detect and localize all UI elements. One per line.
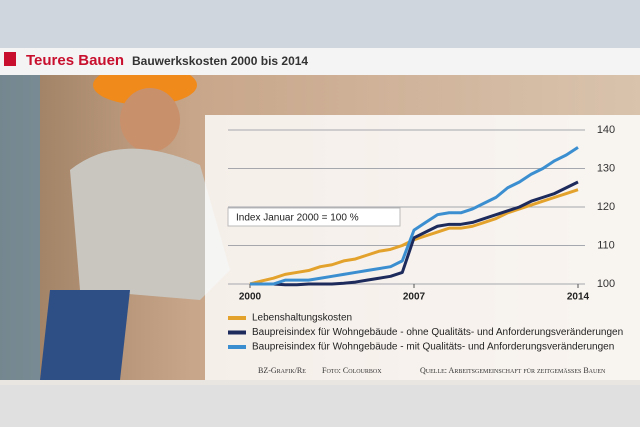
x-tick-label: 2000 xyxy=(239,292,262,303)
legend-label: Baupreisindex für Wohngebäude - mit Qual… xyxy=(252,342,614,353)
series-line xyxy=(250,180,579,287)
jeans xyxy=(40,290,130,380)
photo-sky xyxy=(0,75,40,380)
series-line xyxy=(250,146,579,286)
chart-panel xyxy=(205,115,640,380)
chart-title: Teures Bauen xyxy=(26,52,124,69)
x-tick-label: 2014 xyxy=(567,292,590,303)
blur-bottom xyxy=(0,385,640,427)
legend-label: Lebenshaltungskosten xyxy=(252,313,352,324)
y-tick-label: 130 xyxy=(597,162,615,174)
annotation: Index Januar 2000 = 100 % xyxy=(236,213,359,224)
credit: Foto: Colourbox xyxy=(322,366,382,375)
y-tick-label: 110 xyxy=(597,239,615,251)
header-bar xyxy=(0,48,640,75)
y-tick-label: 140 xyxy=(597,124,615,136)
shirt xyxy=(70,148,230,300)
legend-label: Baupreisindex für Wohngebäude - ohne Qua… xyxy=(252,327,623,338)
credit: Quelle: Arbeitsgemeinschaft für zeitgemä… xyxy=(420,366,606,375)
y-tick-label: 120 xyxy=(597,201,615,213)
annotation-box xyxy=(227,207,401,227)
y-tick-label: 100 xyxy=(597,278,615,290)
x-tick-label: 2007 xyxy=(403,292,426,303)
blur-top xyxy=(0,0,640,48)
header-marker xyxy=(4,52,16,66)
credit: BZ-Grafik/Re xyxy=(258,366,306,375)
chart-subtitle: Bauwerkskosten 2000 bis 2014 xyxy=(132,54,308,68)
head xyxy=(120,88,180,152)
